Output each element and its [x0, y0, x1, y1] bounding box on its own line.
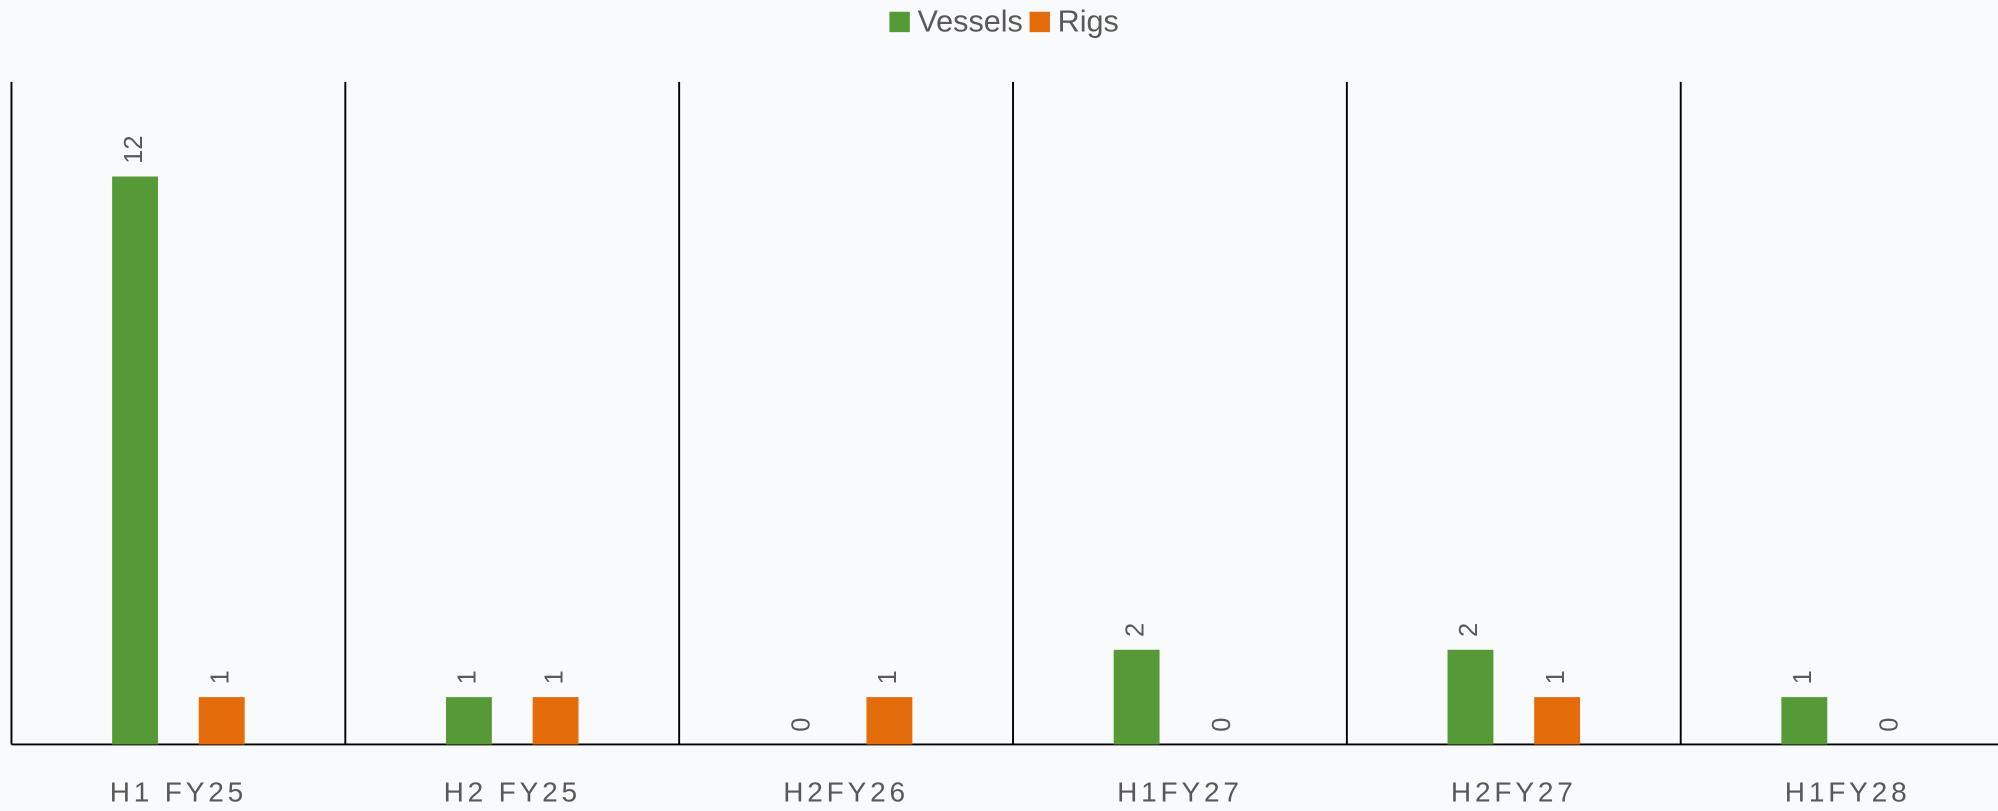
x-tick-label: H2 FY25: [444, 777, 581, 808]
legend-swatch: [1029, 11, 1050, 33]
legend-swatch: [889, 11, 910, 33]
data-label: 1: [1542, 670, 1570, 684]
data-label: 0: [1208, 718, 1236, 732]
data-label: 0: [1876, 718, 1904, 732]
bar: [866, 697, 913, 745]
x-tick-label: H2FY26: [783, 777, 909, 808]
legend-label: Vessels: [917, 4, 1022, 38]
bar: [445, 697, 492, 745]
bar: [1534, 697, 1581, 745]
data-label: 1: [206, 670, 234, 684]
x-tick-label: H1 FY25: [110, 777, 247, 808]
legend-label: Rigs: [1058, 4, 1119, 38]
data-label: 12: [120, 135, 148, 163]
data-label: 2: [1121, 623, 1149, 637]
bar: [1113, 649, 1160, 745]
bar: [532, 697, 579, 745]
bar: [1447, 649, 1494, 745]
bar: [198, 697, 245, 745]
data-label: 2: [1455, 623, 1483, 637]
x-tick-label: H1FY28: [1785, 777, 1911, 808]
x-tick-label: H1FY27: [1117, 777, 1243, 808]
data-label: 0: [788, 718, 816, 732]
bar: [112, 176, 159, 745]
data-label: 1: [540, 670, 568, 684]
x-tick-label: H2FY27: [1451, 777, 1577, 808]
data-label: 1: [454, 670, 482, 684]
data-label: 1: [1789, 670, 1817, 684]
bar: [1781, 697, 1828, 745]
data-label: 1: [874, 670, 902, 684]
